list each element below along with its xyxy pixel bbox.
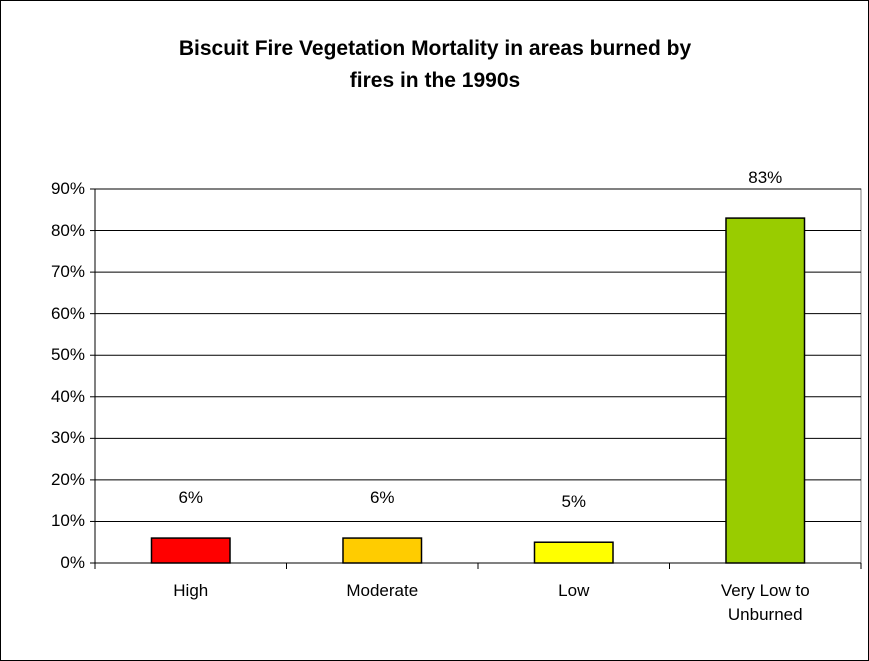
y-tick-label: 90%: [50, 179, 85, 198]
y-tick-label: 20%: [50, 469, 85, 489]
data-label: 6%: [369, 488, 395, 508]
data-label: 5%: [561, 492, 587, 512]
x-tick-label: Low: [558, 581, 590, 600]
y-tick-label: 40%: [50, 386, 85, 406]
y-tick-label: 0%: [60, 553, 85, 572]
y-tick-label: 80%: [50, 220, 85, 240]
x-tick-label: High: [173, 581, 209, 600]
y-tick-label: 70%: [50, 262, 85, 282]
y-tick-label: 50%: [50, 345, 85, 365]
data-label: 6%: [178, 488, 204, 508]
bar: [342, 537, 423, 564]
data-label: 83%: [748, 168, 783, 188]
y-tick-label: 10%: [50, 511, 85, 531]
y-tick-label: 60%: [50, 303, 85, 323]
bar: [533, 541, 614, 564]
bar: [725, 217, 806, 564]
y-tick-label: 30%: [50, 428, 85, 448]
chart-title: Biscuit Fire Vegetation Mortality in are…: [178, 37, 692, 92]
x-tick-label: Moderate: [346, 581, 419, 600]
bar: [150, 537, 231, 564]
x-tick-label: Very Low to Unburned: [720, 581, 810, 624]
